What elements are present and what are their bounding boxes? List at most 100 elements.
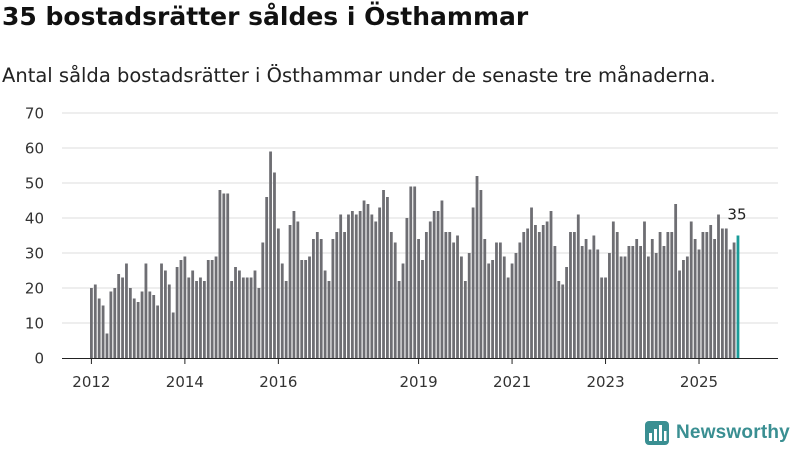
x-tick-label: 2019 [399, 373, 437, 391]
bar [284, 281, 288, 358]
bar [136, 302, 140, 358]
bar [608, 253, 611, 358]
bar [386, 197, 389, 358]
bar [600, 277, 604, 358]
bar [354, 214, 358, 358]
bar [347, 214, 350, 358]
chart-subtitle: Antal sålda bostadsrätter i Östhammar un… [2, 64, 716, 87]
bar [518, 242, 522, 358]
bar [335, 232, 339, 358]
y-tick-label: 0 [34, 350, 44, 368]
bar [249, 277, 253, 358]
bar [674, 204, 678, 358]
bar [300, 260, 304, 358]
bar [226, 193, 230, 358]
bar [273, 172, 276, 358]
bar [319, 239, 323, 358]
bar [436, 211, 440, 358]
bar [113, 288, 117, 358]
bar-series [90, 151, 740, 358]
bar [350, 211, 354, 358]
bar [164, 270, 167, 358]
bar [105, 333, 109, 358]
bar [720, 228, 724, 358]
bar [713, 239, 716, 358]
bar [389, 232, 393, 358]
bar [280, 263, 284, 358]
newsworthy-bar-icon [645, 421, 669, 445]
bar [561, 284, 565, 358]
bar [417, 239, 420, 358]
bar [409, 186, 413, 358]
bar [358, 211, 362, 358]
bar [128, 288, 132, 358]
bar [428, 221, 432, 358]
bar [701, 232, 705, 358]
bar [245, 277, 249, 358]
bar [148, 291, 152, 358]
bar [276, 228, 280, 358]
bar [378, 207, 382, 358]
bar [631, 246, 635, 358]
bar [541, 225, 545, 358]
bar [253, 270, 257, 358]
bar [475, 176, 479, 358]
bar [650, 239, 654, 358]
data-label-latest: 35 [727, 206, 746, 224]
bar [160, 263, 163, 358]
bar [697, 249, 701, 358]
bar [331, 239, 335, 358]
y-tick-label: 10 [25, 315, 44, 333]
bar [666, 232, 670, 358]
bar [502, 256, 506, 358]
bar [167, 284, 171, 358]
bar [370, 214, 374, 358]
bar [448, 232, 452, 358]
bar [682, 260, 685, 358]
bar [623, 256, 627, 358]
bar [199, 277, 202, 358]
y-tick-label: 60 [25, 140, 44, 158]
y-tick-label: 40 [25, 210, 44, 228]
bar [444, 232, 448, 358]
bar [432, 211, 436, 358]
bar [685, 256, 689, 358]
bar [90, 288, 93, 358]
bar [288, 225, 292, 358]
bar [479, 190, 483, 358]
bar [101, 305, 105, 358]
bar [658, 232, 662, 358]
bar [152, 295, 156, 358]
bar [506, 277, 510, 358]
bar [584, 239, 588, 358]
bar [109, 291, 113, 358]
bar [195, 281, 198, 358]
bar [654, 253, 658, 358]
bar [717, 214, 720, 358]
chart-title: 35 bostadsrätter såldes i Östhammar [2, 2, 529, 31]
bar [522, 232, 526, 358]
bar [206, 260, 210, 358]
bar [549, 211, 553, 358]
bar [343, 232, 346, 358]
axes: 0 10 20 30 40 50 60 70 2012 2014 2016 2019 2021 2023 2… [25, 105, 778, 391]
y-tick-label: 30 [25, 245, 44, 263]
bar [202, 281, 206, 358]
bar [483, 239, 487, 358]
x-tick-label: 2012 [72, 373, 110, 391]
bar [405, 218, 409, 358]
bar [724, 228, 728, 358]
bar [374, 221, 378, 358]
bar [222, 193, 226, 358]
bar [705, 232, 709, 358]
bar [572, 232, 576, 358]
bar [175, 267, 179, 358]
bar [460, 256, 463, 358]
bar [339, 214, 343, 358]
bar [580, 246, 584, 358]
bar [510, 263, 514, 358]
bar [530, 207, 533, 358]
bar [241, 277, 245, 358]
bar [463, 281, 467, 358]
bar [627, 246, 631, 358]
